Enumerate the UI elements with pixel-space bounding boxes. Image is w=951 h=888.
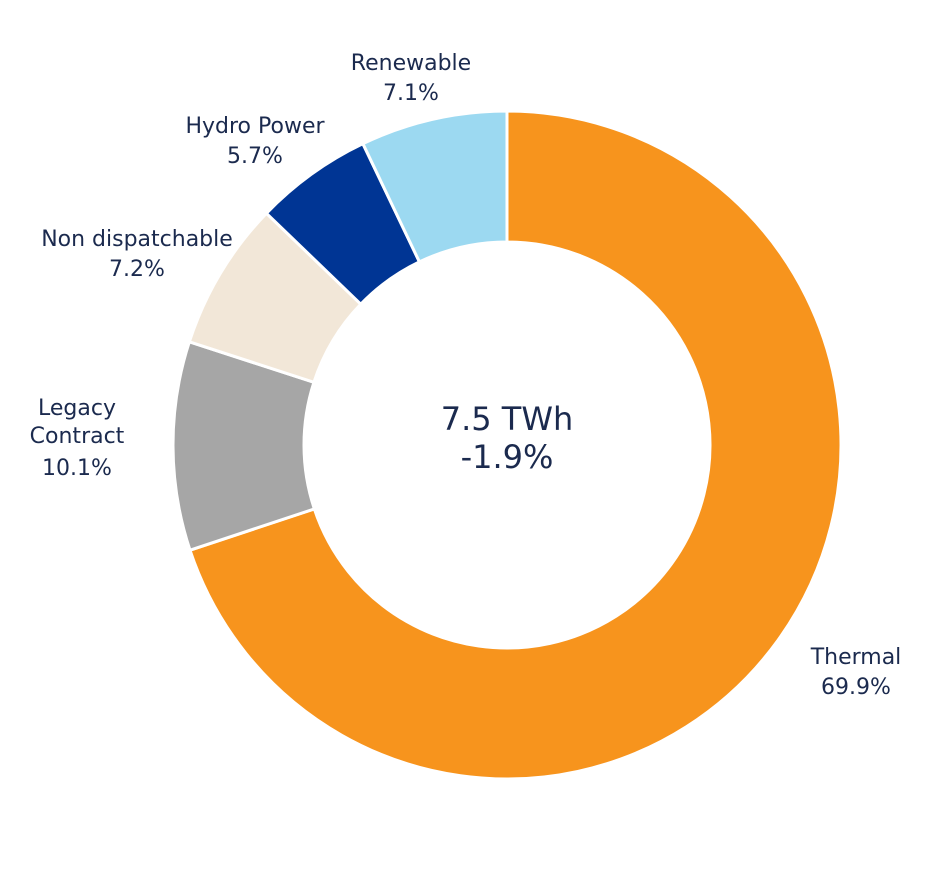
label-hydro-power-value: 5.7% bbox=[227, 144, 283, 169]
label-thermal-value: 69.9% bbox=[821, 675, 891, 700]
label-thermal: Thermal 69.9% bbox=[800, 643, 912, 703]
label-legacy-contract-name-2: Contract bbox=[29, 424, 125, 449]
label-legacy-contract-value: 10.1% bbox=[42, 456, 112, 481]
label-non-dispatchable-value: 7.2% bbox=[109, 257, 165, 282]
label-hydro-power-name: Hydro Power bbox=[185, 114, 325, 139]
label-renewable: Renewable 7.1% bbox=[337, 49, 485, 109]
label-legacy-contract: Legacy Contract 10.1% bbox=[16, 395, 138, 483]
slice-thermal bbox=[188, 109, 843, 781]
label-thermal-name: Thermal bbox=[810, 645, 902, 670]
label-legacy-contract-name-1: Legacy bbox=[38, 396, 116, 421]
label-non-dispatchable: Non dispatchable 7.2% bbox=[30, 225, 244, 285]
center-total: 7.5 TWh bbox=[440, 400, 574, 438]
label-renewable-name: Renewable bbox=[350, 51, 472, 76]
label-renewable-value: 7.1% bbox=[383, 81, 439, 106]
label-hydro-power: Hydro Power 5.7% bbox=[170, 112, 340, 172]
donut-center-label: 7.5 TWh -1.9% bbox=[357, 400, 657, 476]
slice-renewable bbox=[360, 109, 509, 264]
label-non-dispatchable-name: Non dispatchable bbox=[41, 227, 233, 252]
center-change: -1.9% bbox=[460, 438, 554, 476]
